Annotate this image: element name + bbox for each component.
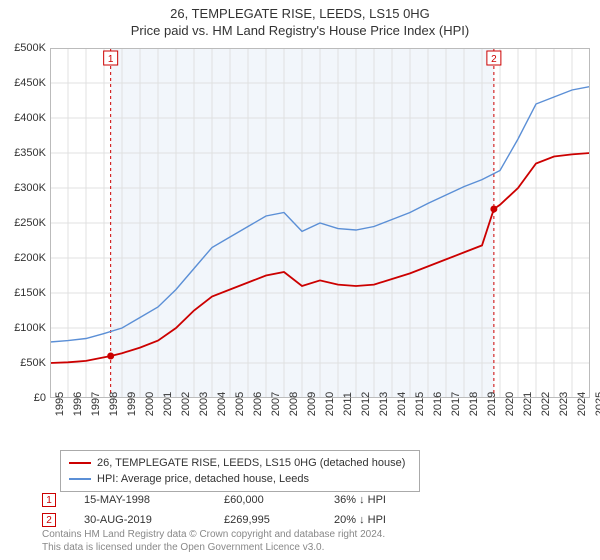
legend-item-hpi: HPI: Average price, detached house, Leed… (69, 471, 411, 487)
x-tick-label: 1995 (54, 392, 66, 416)
x-tick-label: 1996 (72, 392, 84, 416)
title-block: 26, TEMPLEGATE RISE, LEEDS, LS15 0HG Pri… (0, 0, 600, 38)
x-tick-label: 2022 (540, 392, 552, 416)
x-tick-label: 2002 (180, 392, 192, 416)
title-address: 26, TEMPLEGATE RISE, LEEDS, LS15 0HG (0, 6, 600, 21)
x-tick-label: 2008 (288, 392, 300, 416)
x-tick-label: 2024 (576, 392, 588, 416)
x-tick-label: 2007 (270, 392, 282, 416)
chart-container: 26, TEMPLEGATE RISE, LEEDS, LS15 0HG Pri… (0, 0, 600, 560)
line-chart: 12 (50, 48, 590, 398)
x-tick-label: 2001 (162, 392, 174, 416)
y-tick-label: £500K (0, 42, 46, 54)
x-tick-label: 2003 (198, 392, 210, 416)
marker-badge-1: 1 (42, 493, 56, 507)
marker-row-1: 1 15-MAY-1998 £60,000 36% ↓ HPI (42, 490, 444, 510)
x-tick-label: 2005 (234, 392, 246, 416)
marker-pct-2: 20% ↓ HPI (334, 514, 444, 526)
marker-row-2: 2 30-AUG-2019 £269,995 20% ↓ HPI (42, 510, 444, 530)
legend-label-address: 26, TEMPLEGATE RISE, LEEDS, LS15 0HG (de… (97, 457, 405, 469)
y-tick-label: £400K (0, 112, 46, 124)
x-tick-label: 2006 (252, 392, 264, 416)
y-tick-label: £200K (0, 252, 46, 264)
legend-swatch-address (69, 462, 91, 464)
marker-badge-2: 2 (42, 513, 56, 527)
marker-price-1: £60,000 (224, 494, 334, 506)
x-tick-label: 1997 (90, 392, 102, 416)
legend: 26, TEMPLEGATE RISE, LEEDS, LS15 0HG (de… (60, 450, 420, 492)
x-tick-label: 2025 (594, 392, 600, 416)
x-tick-label: 2013 (378, 392, 390, 416)
title-subtitle: Price paid vs. HM Land Registry's House … (0, 23, 600, 38)
y-tick-label: £300K (0, 182, 46, 194)
svg-text:2: 2 (491, 54, 497, 65)
x-tick-label: 2023 (558, 392, 570, 416)
footer-line2: This data is licensed under the Open Gov… (42, 541, 385, 554)
x-tick-label: 2016 (432, 392, 444, 416)
x-tick-label: 1999 (126, 392, 138, 416)
x-tick-label: 2015 (414, 392, 426, 416)
y-tick-label: £350K (0, 147, 46, 159)
x-tick-label: 2021 (522, 392, 534, 416)
legend-label-hpi: HPI: Average price, detached house, Leed… (97, 473, 309, 485)
y-tick-label: £0 (0, 392, 46, 404)
svg-text:1: 1 (108, 54, 114, 65)
marker-pct-1: 36% ↓ HPI (334, 494, 444, 506)
marker-date-1: 15-MAY-1998 (84, 494, 224, 506)
x-tick-label: 2020 (504, 392, 516, 416)
x-tick-label: 2000 (144, 392, 156, 416)
x-tick-label: 2012 (360, 392, 372, 416)
x-tick-label: 2017 (450, 392, 462, 416)
legend-swatch-hpi (69, 478, 91, 480)
marker-date-2: 30-AUG-2019 (84, 514, 224, 526)
chart-area: 12 £0£50K£100K£150K£200K£250K£300K£350K£… (50, 48, 590, 398)
x-tick-label: 2019 (486, 392, 498, 416)
y-tick-label: £100K (0, 322, 46, 334)
x-tick-label: 2010 (324, 392, 336, 416)
x-tick-label: 2014 (396, 392, 408, 416)
x-tick-label: 2009 (306, 392, 318, 416)
footer-note: Contains HM Land Registry data © Crown c… (42, 528, 385, 554)
y-tick-label: £50K (0, 357, 46, 369)
marker-table: 1 15-MAY-1998 £60,000 36% ↓ HPI 2 30-AUG… (42, 490, 444, 530)
legend-item-address: 26, TEMPLEGATE RISE, LEEDS, LS15 0HG (de… (69, 455, 411, 471)
footer-line1: Contains HM Land Registry data © Crown c… (42, 528, 385, 541)
y-tick-label: £450K (0, 77, 46, 89)
y-tick-label: £150K (0, 287, 46, 299)
x-tick-label: 2011 (342, 392, 354, 416)
x-tick-label: 2004 (216, 392, 228, 416)
x-tick-label: 1998 (108, 392, 120, 416)
y-tick-label: £250K (0, 217, 46, 229)
x-tick-label: 2018 (468, 392, 480, 416)
marker-price-2: £269,995 (224, 514, 334, 526)
